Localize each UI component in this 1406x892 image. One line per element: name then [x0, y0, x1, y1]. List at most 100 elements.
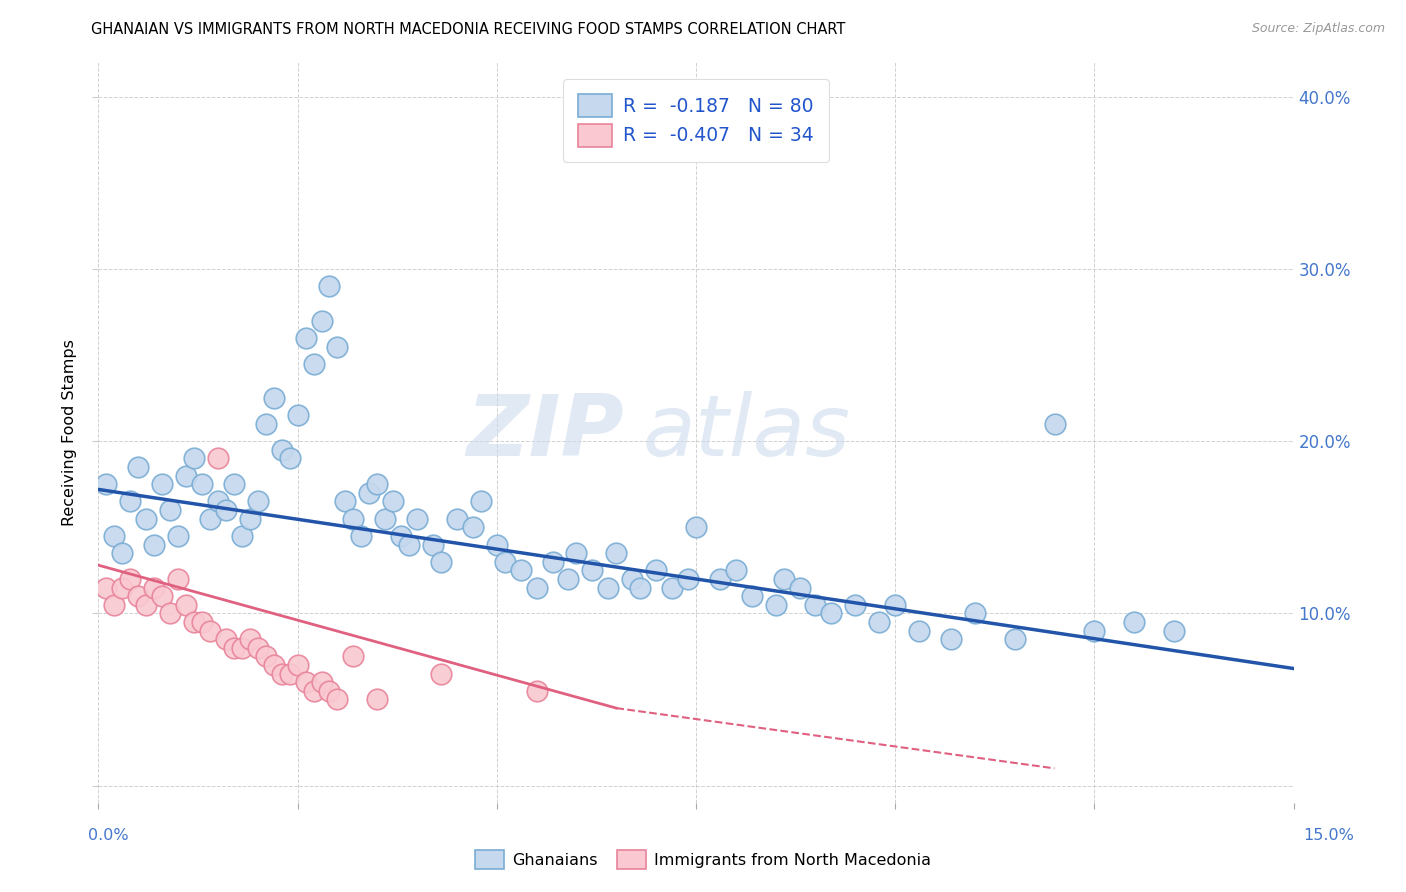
- Point: [96, 581, 118, 595]
- Point: [565, 546, 588, 560]
- Point: [605, 546, 627, 560]
- Point: [191, 477, 214, 491]
- Point: [239, 512, 262, 526]
- Point: [820, 607, 842, 621]
- Text: atlas: atlas: [643, 391, 851, 475]
- Point: [709, 572, 731, 586]
- Point: [174, 598, 197, 612]
- Point: [278, 666, 301, 681]
- Point: [198, 512, 221, 526]
- Point: [1083, 624, 1105, 638]
- Point: [335, 494, 357, 508]
- Point: [191, 615, 214, 629]
- Point: [127, 460, 149, 475]
- Point: [1004, 632, 1026, 647]
- Point: [868, 615, 890, 629]
- Point: [120, 494, 142, 508]
- Point: [254, 417, 277, 431]
- Point: [765, 598, 787, 612]
- Point: [159, 503, 181, 517]
- Point: [183, 615, 205, 629]
- Point: [135, 598, 157, 612]
- Point: [406, 512, 429, 526]
- Point: [263, 658, 285, 673]
- Point: [150, 477, 173, 491]
- Point: [939, 632, 962, 647]
- Point: [557, 572, 579, 586]
- Text: 0.0%: 0.0%: [89, 828, 128, 843]
- Point: [526, 581, 548, 595]
- Point: [215, 632, 238, 647]
- Point: [167, 529, 190, 543]
- Point: [127, 589, 149, 603]
- Point: [342, 512, 364, 526]
- Point: [645, 563, 668, 577]
- Point: [270, 442, 292, 457]
- Point: [422, 537, 444, 551]
- Point: [302, 684, 325, 698]
- Point: [207, 494, 229, 508]
- Point: [676, 572, 699, 586]
- Point: [159, 607, 181, 621]
- Point: [430, 666, 453, 681]
- Point: [111, 581, 134, 595]
- Point: [1163, 624, 1185, 638]
- Point: [884, 598, 907, 612]
- Point: [120, 572, 142, 586]
- Point: [222, 640, 245, 655]
- Point: [215, 503, 238, 517]
- Point: [1043, 417, 1066, 431]
- Point: [231, 640, 253, 655]
- Point: [342, 649, 364, 664]
- Point: [470, 494, 492, 508]
- Point: [389, 529, 412, 543]
- Point: [294, 331, 316, 345]
- Point: [628, 581, 651, 595]
- Point: [103, 598, 125, 612]
- Point: [685, 520, 707, 534]
- Point: [111, 546, 134, 560]
- Point: [278, 451, 301, 466]
- Point: [598, 581, 620, 595]
- Point: [963, 607, 986, 621]
- Text: ZIP: ZIP: [467, 391, 624, 475]
- Point: [359, 486, 381, 500]
- Point: [724, 563, 747, 577]
- Point: [263, 391, 285, 405]
- Point: [174, 468, 197, 483]
- Point: [287, 658, 309, 673]
- Legend: Ghanaians, Immigrants from North Macedonia: Ghanaians, Immigrants from North Macedon…: [470, 844, 936, 875]
- Text: Source: ZipAtlas.com: Source: ZipAtlas.com: [1251, 22, 1385, 36]
- Point: [231, 529, 253, 543]
- Point: [167, 572, 190, 586]
- Point: [526, 684, 548, 698]
- Point: [326, 692, 349, 706]
- Point: [239, 632, 262, 647]
- Point: [374, 512, 396, 526]
- Point: [485, 537, 508, 551]
- Point: [509, 563, 531, 577]
- Point: [198, 624, 221, 638]
- Point: [1123, 615, 1146, 629]
- Point: [254, 649, 277, 664]
- Point: [143, 537, 166, 551]
- Point: [446, 512, 468, 526]
- Point: [143, 581, 166, 595]
- Point: [908, 624, 931, 638]
- Point: [581, 563, 603, 577]
- Point: [246, 494, 269, 508]
- Point: [246, 640, 269, 655]
- Point: [541, 555, 564, 569]
- Text: GHANAIAN VS IMMIGRANTS FROM NORTH MACEDONIA RECEIVING FOOD STAMPS CORRELATION CH: GHANAIAN VS IMMIGRANTS FROM NORTH MACEDO…: [91, 22, 846, 37]
- Point: [398, 537, 420, 551]
- Text: 15.0%: 15.0%: [1303, 828, 1354, 843]
- Point: [844, 598, 866, 612]
- Point: [366, 692, 388, 706]
- Point: [294, 675, 316, 690]
- Point: [366, 477, 388, 491]
- Point: [135, 512, 157, 526]
- Point: [789, 581, 811, 595]
- Point: [318, 279, 340, 293]
- Point: [302, 357, 325, 371]
- Legend: R =  -0.187   N = 80, R =  -0.407   N = 34: R = -0.187 N = 80, R = -0.407 N = 34: [562, 79, 830, 161]
